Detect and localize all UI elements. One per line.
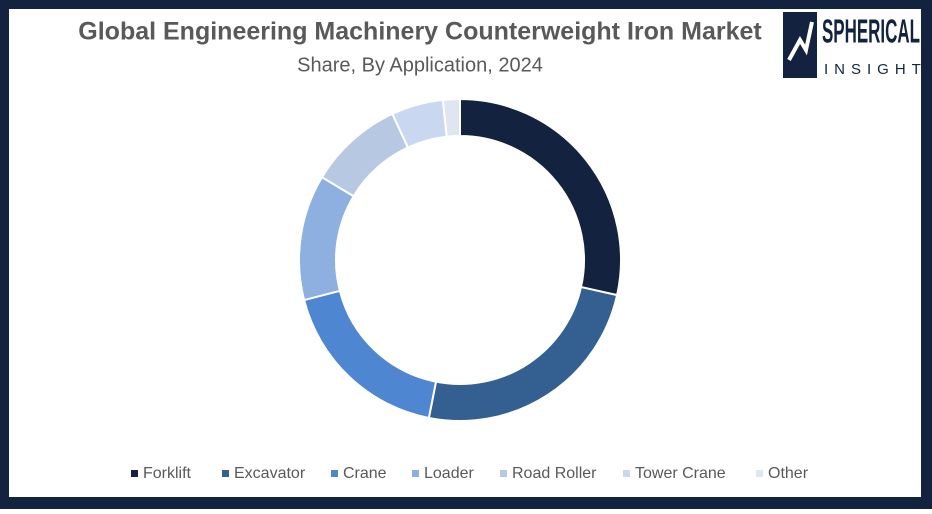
legend-swatch (500, 470, 507, 477)
legend-swatch (412, 470, 419, 477)
legend-swatch (756, 470, 763, 477)
legend-label: Tower Crane (635, 465, 726, 482)
legend-swatch (131, 470, 138, 477)
legend-label: Excavator (234, 465, 306, 482)
legend-label: Other (768, 465, 809, 482)
legend-swatch (623, 470, 630, 477)
donut-slice (441, 97, 461, 138)
chart-title: Global Engineering Machinery Counterweig… (78, 18, 762, 46)
logo-name: SPHERICAL (822, 13, 920, 50)
legend-label: Road Roller (512, 465, 597, 482)
donut (298, 97, 622, 422)
legend-swatch (222, 470, 229, 477)
legend-label: Forklift (143, 465, 192, 482)
legend-label: Crane (343, 465, 387, 482)
logo-mark (787, 21, 814, 61)
logo-icon (783, 12, 817, 78)
logo: SPHERICAL INSIGHTS (783, 12, 932, 78)
logo-tagline: INSIGHTS (824, 61, 932, 78)
chart-subtitle: Share, By Application, 2024 (297, 54, 543, 76)
legend-swatch (331, 470, 338, 477)
legend: Forklift Excavator Crane Loader Road Roller T… (131, 465, 809, 482)
legend-label: Loader (424, 465, 474, 482)
page-background (9, 9, 921, 497)
